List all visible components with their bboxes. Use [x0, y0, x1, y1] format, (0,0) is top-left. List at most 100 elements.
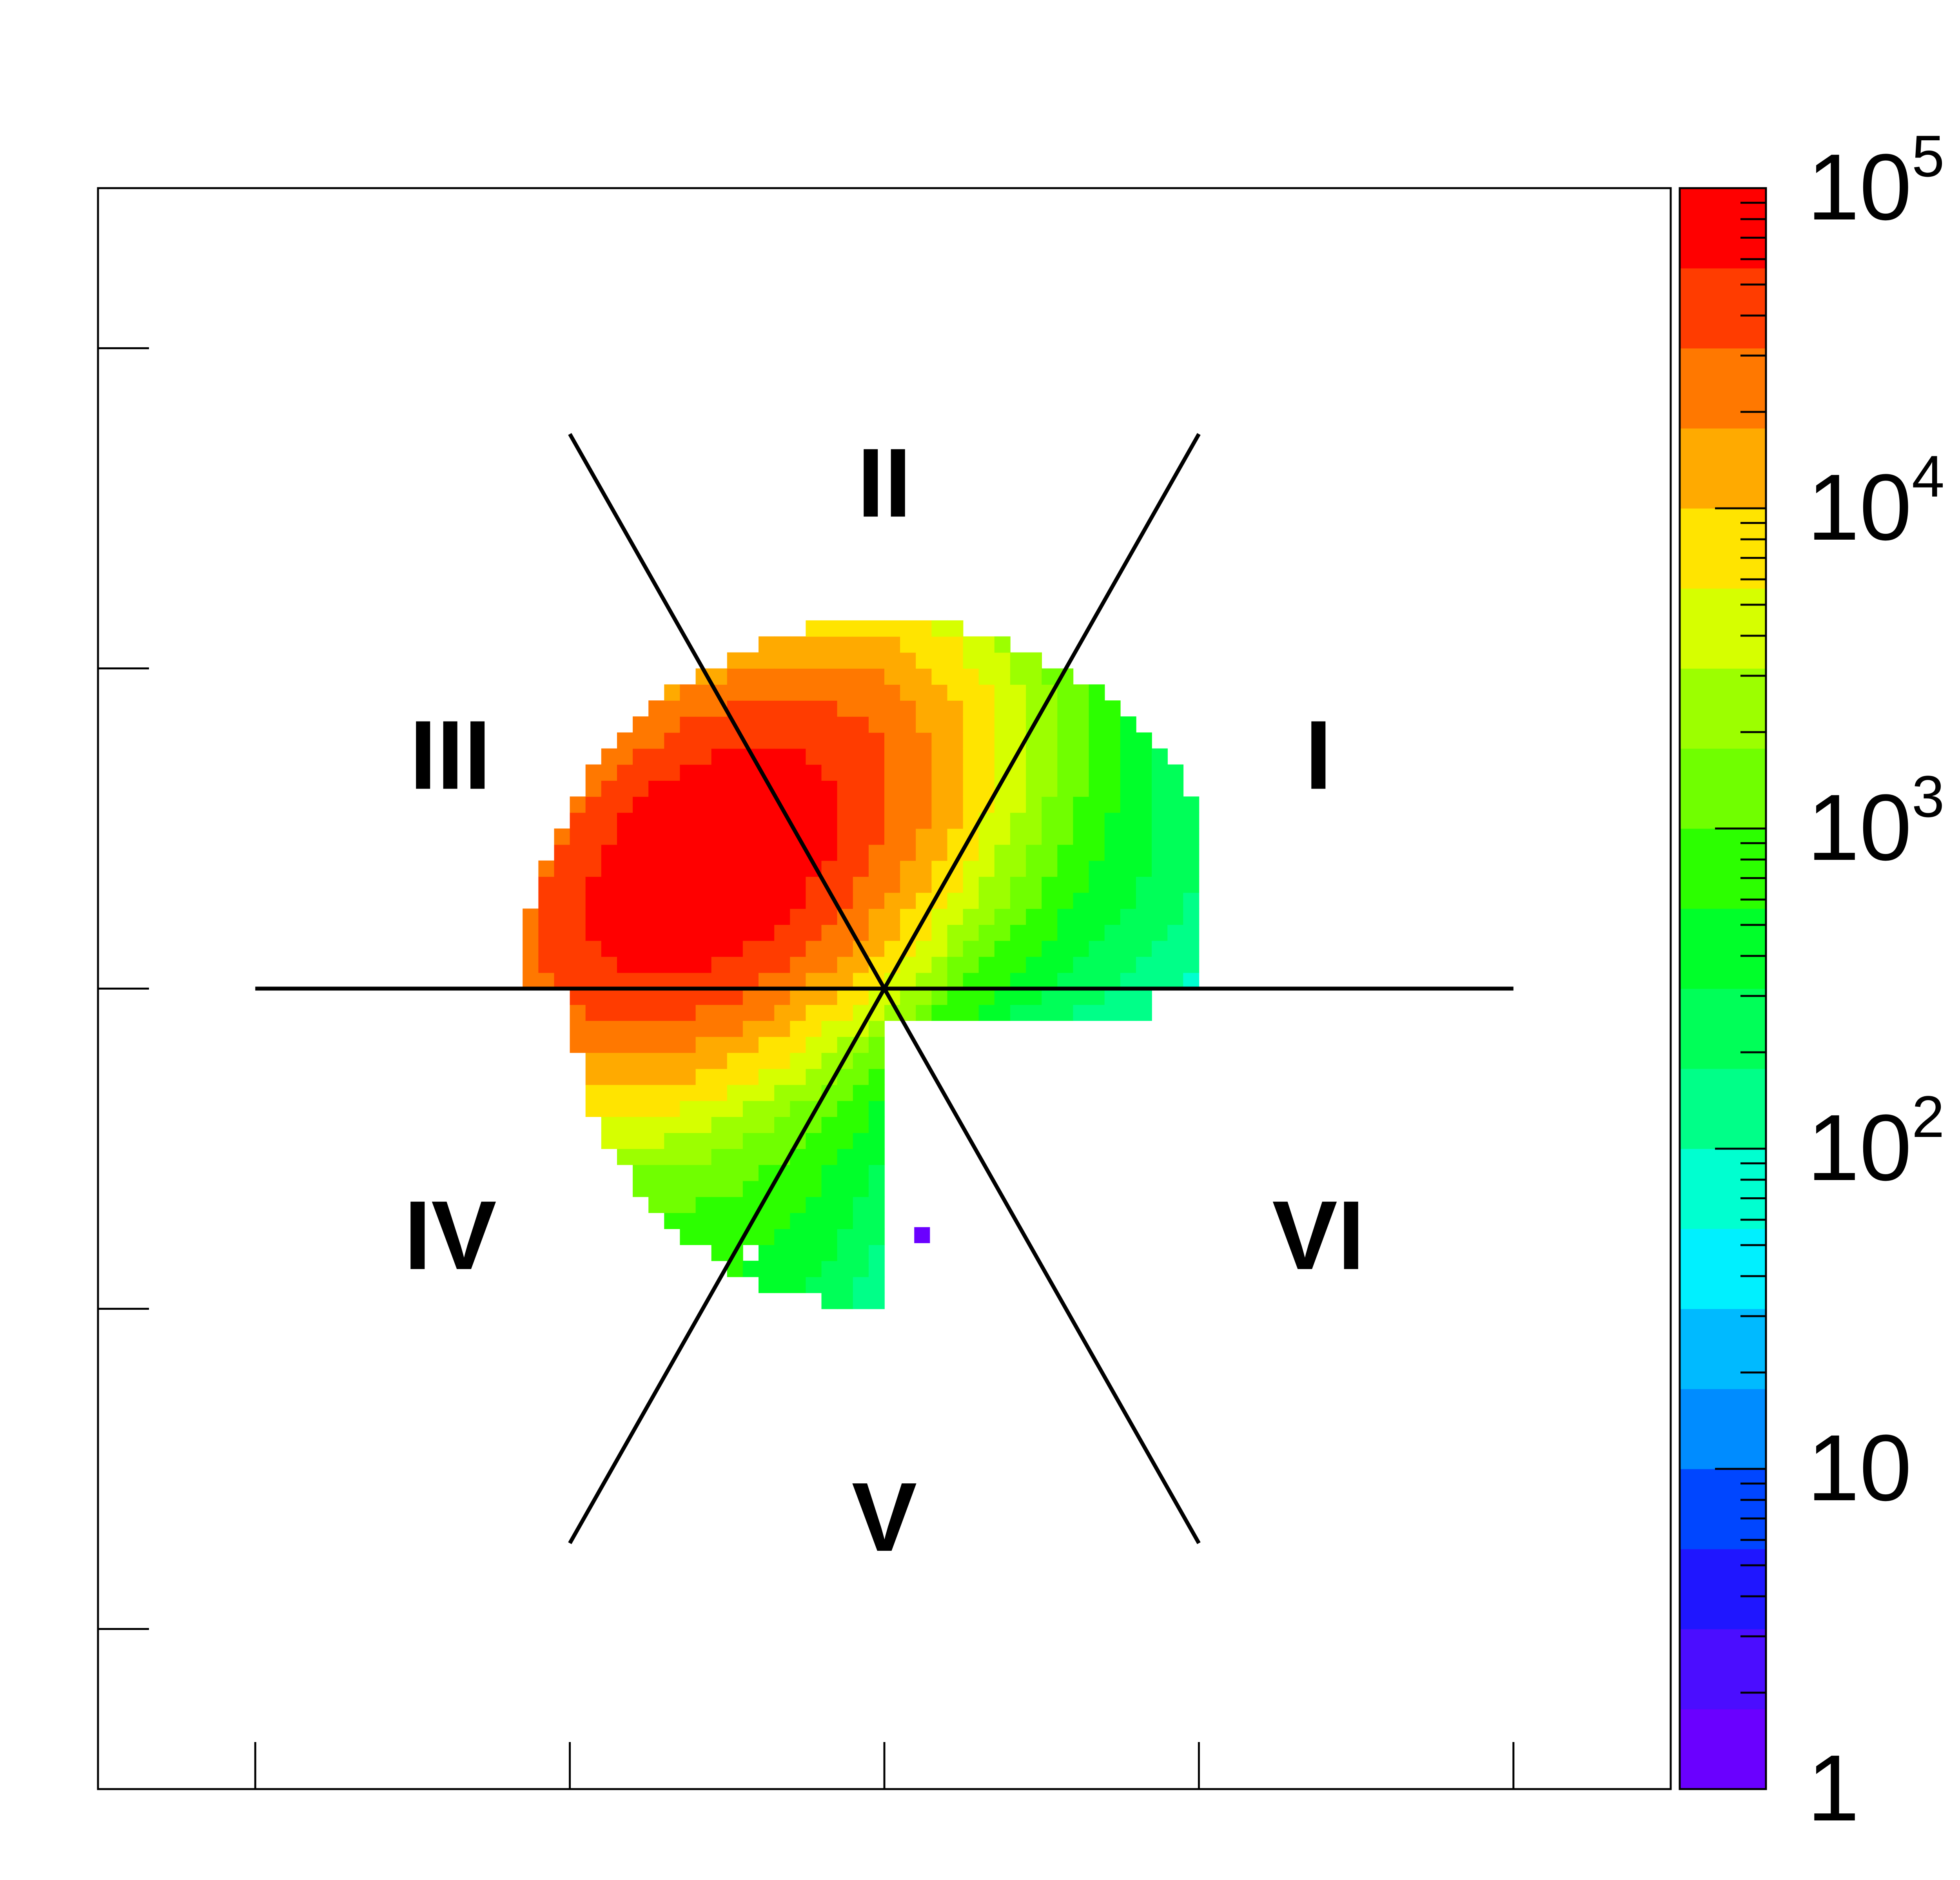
heatmap-cell — [727, 668, 743, 685]
heatmap-cell — [648, 700, 665, 717]
heatmap-cell — [837, 780, 853, 797]
heatmap-cell — [947, 764, 964, 781]
heatmap-cell — [963, 1004, 979, 1021]
heatmap-cell — [868, 1068, 885, 1085]
heatmap-cell — [790, 1100, 806, 1117]
heatmap-cell — [711, 812, 728, 829]
heatmap-cell — [837, 876, 853, 893]
heatmap-cell — [821, 796, 838, 813]
heatmap-cell — [868, 1164, 885, 1181]
heatmap-cell — [868, 636, 885, 653]
heatmap-cell — [554, 972, 570, 989]
heatmap-cell — [1073, 860, 1089, 877]
heatmap-cell — [821, 1149, 838, 1165]
heatmap-cell — [570, 796, 586, 813]
heatmap-cell — [884, 620, 900, 637]
heatmap-cell — [617, 892, 633, 909]
heatmap-cell — [853, 716, 869, 733]
heatmap-cell — [648, 716, 665, 733]
heatmap-cell — [711, 1068, 728, 1085]
heatmap-cell — [1136, 908, 1152, 925]
heatmap-cell — [868, 732, 885, 749]
heatmap-cell — [648, 1117, 665, 1133]
heatmap-cell — [806, 1164, 822, 1181]
heatmap-cell — [1042, 764, 1058, 781]
heatmap-cell — [554, 860, 570, 877]
heatmap-cell — [617, 972, 633, 989]
heatmap-cell — [963, 940, 979, 957]
heatmap-cell — [680, 796, 696, 813]
heatmap-cell — [947, 876, 964, 893]
heatmap-cell — [963, 876, 979, 893]
heatmap-cell — [774, 1100, 791, 1117]
heatmap-cell — [774, 925, 791, 941]
heatmap-cell — [916, 796, 932, 813]
heatmap-cell — [916, 940, 932, 957]
heatmap-cell — [1167, 780, 1184, 797]
heatmap-cell — [664, 796, 681, 813]
heatmap-cell — [1104, 732, 1121, 749]
heatmap-cell — [695, 908, 712, 925]
heatmap-cell — [821, 620, 838, 637]
heatmap-cell — [648, 1084, 665, 1101]
heatmap-cell — [1057, 892, 1074, 909]
heatmap-cell — [695, 1213, 712, 1229]
heatmap-cell — [759, 1117, 775, 1133]
heatmap-cell — [711, 764, 728, 781]
heatmap-cell — [1183, 925, 1200, 941]
heatmap-cell — [633, 1021, 649, 1037]
heatmap-cell — [821, 829, 838, 845]
heatmap-cell — [664, 925, 681, 941]
heatmap-cell — [601, 956, 617, 973]
heatmap-cell — [774, 1180, 791, 1197]
heatmap-cell — [1026, 812, 1042, 829]
heatmap-cell — [742, 1037, 759, 1053]
heatmap-cell — [538, 925, 555, 941]
heatmap-cell — [759, 988, 775, 1005]
heatmap-cell — [727, 1149, 743, 1165]
heatmap-cell — [1089, 876, 1105, 893]
heatmap-cell — [1120, 925, 1136, 941]
heatmap-cell — [821, 684, 838, 701]
heatmap-cell — [759, 716, 775, 733]
heatmap-cell — [648, 1004, 665, 1021]
heatmap-cell — [916, 636, 932, 653]
heatmap-cell — [759, 925, 775, 941]
heatmap-cell — [633, 1037, 649, 1053]
heatmap-cell — [994, 972, 1011, 989]
heatmap-cell — [1167, 796, 1184, 813]
heatmap-cell — [1010, 668, 1026, 685]
heatmap-cell — [1167, 860, 1184, 877]
heatmap-cell — [1026, 829, 1042, 845]
heatmap-cell — [1010, 829, 1026, 845]
heatmap-cell — [774, 908, 791, 925]
heatmap-cell — [806, 892, 822, 909]
heatmap-cell — [695, 1229, 712, 1245]
heatmap-cell — [1042, 876, 1058, 893]
heatmap-cell — [759, 1276, 775, 1293]
heatmap-cell — [806, 925, 822, 941]
heatmap-cell — [617, 908, 633, 925]
heatmap-cell — [790, 684, 806, 701]
heatmap-cell — [821, 716, 838, 733]
heatmap-cell — [742, 1260, 759, 1277]
heatmap-cell — [947, 684, 964, 701]
heatmap-cell — [868, 700, 885, 717]
heatmap-cell — [664, 1133, 681, 1149]
heatmap-cell — [727, 908, 743, 925]
heatmap-cell — [884, 732, 900, 749]
heatmap-cell — [1152, 860, 1168, 877]
heatmap-cell — [806, 652, 822, 669]
heatmap-cell — [1073, 972, 1089, 989]
heatmap-cell — [837, 652, 853, 669]
heatmap-cell — [538, 892, 555, 909]
heatmap-cell — [916, 812, 932, 829]
heatmap-cell — [1104, 892, 1121, 909]
heatmap-cell — [806, 1260, 822, 1277]
heatmap-cell — [585, 1004, 602, 1021]
heatmap-cell — [821, 1276, 838, 1293]
heatmap-cell — [711, 1052, 728, 1069]
heatmap-cell — [994, 684, 1011, 701]
heatmap-cell — [774, 1245, 791, 1261]
heatmap-cell — [711, 844, 728, 861]
